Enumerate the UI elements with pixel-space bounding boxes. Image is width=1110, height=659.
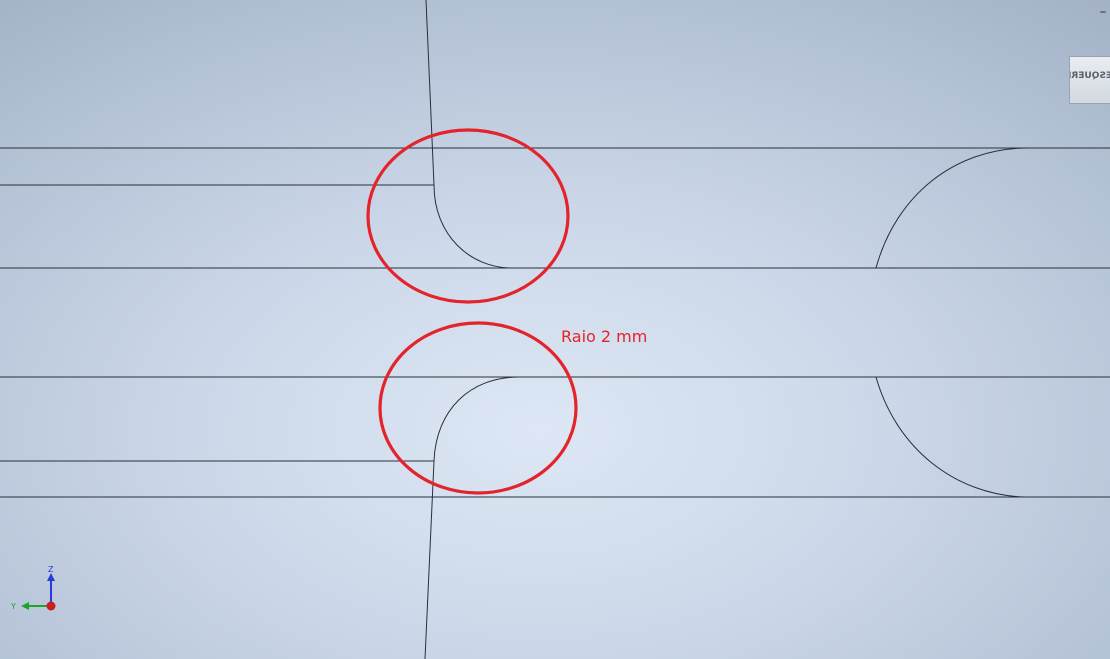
axis-triad: Z Y [10, 565, 56, 611]
fillet-lower [433, 376, 520, 462]
viewcube-face-label[interactable]: ESQUERDA [1070, 71, 1110, 81]
highlight-circle-lower [378, 321, 578, 495]
edge-vertical-upper [425, 0, 435, 186]
y-axis-label: Y [10, 602, 16, 611]
radius-annotation: Raio 2 mm [561, 327, 648, 346]
x-axis-origin [46, 601, 56, 611]
arc-right-lower [875, 376, 1026, 498]
minimize-button[interactable]: – [1099, 4, 1107, 20]
z-axis-arrow [47, 573, 55, 606]
fillet-upper [433, 184, 513, 269]
edge-vertical-lower [424, 460, 435, 659]
viewcube[interactable]: ESQUERDA [1069, 56, 1110, 104]
highlight-circle-upper [366, 128, 570, 304]
z-axis-label: Z [48, 565, 54, 574]
arc-right-upper [875, 147, 1029, 269]
